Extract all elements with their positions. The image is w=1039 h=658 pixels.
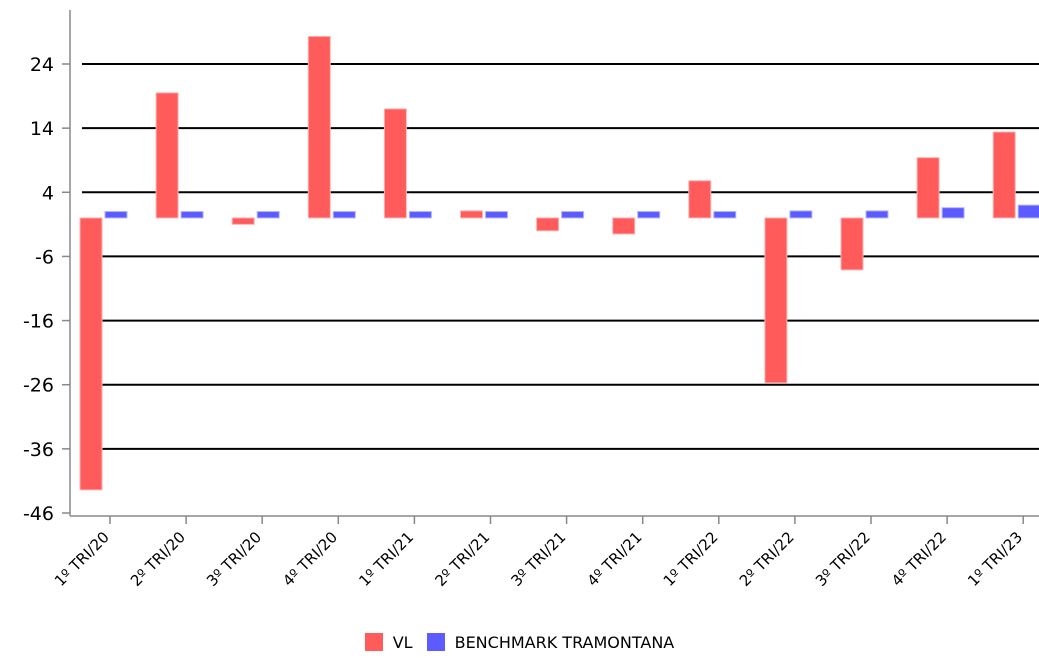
x-tick-label: 4º TRI/21 [584, 528, 646, 590]
x-tick-label: 2º TRI/21 [431, 528, 493, 590]
y-tick-label: -16 [23, 311, 54, 333]
legend-item-vl: VL [364, 632, 413, 652]
bar-benchmark [713, 211, 737, 219]
bar-vl [688, 180, 712, 219]
legend-swatch-benchmark [426, 633, 445, 651]
x-tick-labels: 1º TRI/20 2º TRI/20 3º TRI/20 4º TRI/20 1º T… [51, 528, 1026, 590]
y-tick-label: -6 [35, 246, 54, 268]
x-tick-label: 1º TRI/23 [964, 528, 1026, 590]
bar-vl [231, 217, 255, 225]
bar-vl [79, 217, 103, 491]
bar-vl [536, 217, 560, 232]
y-tick-label: -46 [23, 503, 54, 525]
bar-benchmark [408, 211, 432, 219]
bar-benchmark [865, 210, 889, 219]
bar-benchmark [637, 211, 661, 219]
bar-vl [383, 108, 407, 219]
bar-vl [460, 210, 483, 219]
legend-label-vl: VL [392, 632, 413, 652]
bar-benchmark [485, 211, 508, 219]
axes [62, 10, 1039, 524]
x-tick-label: 1º TRI/20 [51, 528, 113, 590]
legend-label-benchmark: BENCHMARK TRAMONTANA [454, 632, 675, 652]
x-tick-label: 3º TRI/20 [203, 528, 265, 590]
legend-swatch-vl [364, 633, 383, 651]
bar-vl [992, 131, 1016, 219]
bar-benchmark [561, 211, 585, 219]
y-tick-label: 14 [30, 118, 54, 140]
y-tick-label: -36 [23, 439, 54, 461]
x-tick-label: 1º TRI/22 [660, 528, 722, 590]
x-tick-label: 4º TRI/22 [888, 528, 950, 590]
bar-benchmark [180, 211, 204, 219]
bar-vl [307, 35, 331, 219]
bar-vl [840, 217, 864, 271]
bar-benchmark [789, 210, 813, 219]
bar-vl [155, 92, 179, 219]
gridlines [82, 63, 1039, 450]
x-tick-label: 2º TRI/20 [127, 528, 189, 590]
bar-vl [764, 217, 788, 384]
bar-benchmark [332, 211, 356, 219]
x-tick-label: 1º TRI/21 [355, 528, 417, 590]
y-tick-label: -26 [23, 375, 54, 397]
x-tick-label: 3º TRI/21 [508, 528, 570, 590]
x-tick-label: 3º TRI/22 [812, 528, 874, 590]
legend-item-benchmark: BENCHMARK TRAMONTANA [426, 632, 675, 652]
bar-benchmark [104, 211, 128, 219]
bar-vl [612, 217, 636, 235]
y-tick-labels: 24 14 4 -6 -16 -26 -36 -46 [23, 54, 54, 525]
y-tick-label: 24 [30, 54, 54, 76]
legend: VL BENCHMARK TRAMONTANA [0, 630, 1039, 654]
bar-benchmark [941, 207, 965, 219]
bars [79, 35, 1039, 491]
x-tick-label: 2º TRI/22 [736, 528, 798, 590]
x-tick-label: 4º TRI/20 [279, 528, 341, 590]
bar-vl [916, 157, 940, 219]
bar-benchmark [256, 211, 280, 219]
bar-benchmark [1017, 204, 1039, 219]
y-tick-label: 4 [42, 182, 54, 204]
